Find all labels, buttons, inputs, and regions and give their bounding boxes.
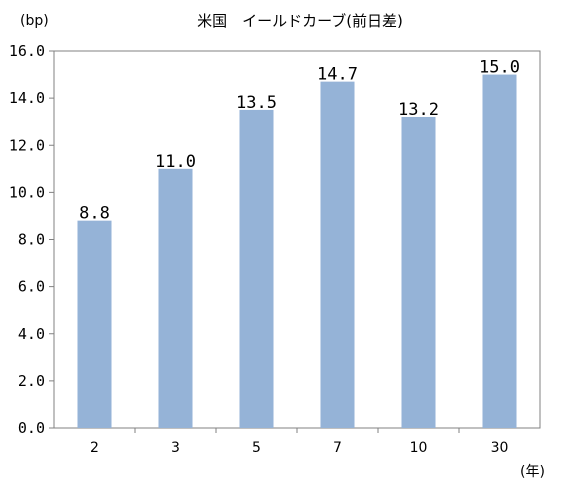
x-tick-label-30: 30 <box>491 440 509 456</box>
chart-title: 米国 イールドカーブ(前日差) <box>197 12 403 30</box>
y-tick-label: 14.0 <box>9 89 45 107</box>
data-label-10: 13.2 <box>398 100 439 120</box>
y-tick-label: 2.0 <box>18 372 45 390</box>
x-tick-label-3: 3 <box>171 440 180 456</box>
x-tick-label-10: 10 <box>410 440 428 456</box>
y-axis: 0.0 2.0 4.0 6.0 8.0 10.0 12.0 14.0 16.0 <box>9 42 54 437</box>
bar-7 <box>320 81 355 428</box>
data-label-3: 11.0 <box>155 152 196 172</box>
x-axis-unit-label: (年) <box>520 464 545 480</box>
y-tick-label: 12.0 <box>9 136 45 154</box>
y-tick-label: 8.0 <box>18 231 45 249</box>
data-label-7: 14.7 <box>317 65 358 85</box>
data-label-2: 8.8 <box>79 204 110 224</box>
y-tick-label: 4.0 <box>18 325 45 343</box>
y-axis-unit-label: (bp) <box>20 13 49 29</box>
bar-30 <box>482 74 517 428</box>
bar-3 <box>158 168 193 428</box>
x-tick-label-2: 2 <box>90 440 99 456</box>
x-tick-label-5: 5 <box>252 440 261 456</box>
y-tick-label: 16.0 <box>9 42 45 60</box>
bar-2 <box>77 220 112 428</box>
plot-area-frame <box>53 50 541 429</box>
y-tick-label: 10.0 <box>9 183 45 201</box>
x-axis: 2 3 5 7 10 30 <box>90 428 508 456</box>
bars: 8.8 11.0 13.5 14.7 13.2 15.0 <box>77 58 520 428</box>
data-label-5: 13.5 <box>236 93 277 113</box>
data-label-30: 15.0 <box>479 58 520 78</box>
y-tick-label: 0.0 <box>18 419 45 437</box>
bar-5 <box>239 109 274 428</box>
bar-10 <box>401 116 436 428</box>
x-tick-label-7: 7 <box>333 440 342 456</box>
y-tick-label: 6.0 <box>18 278 45 296</box>
